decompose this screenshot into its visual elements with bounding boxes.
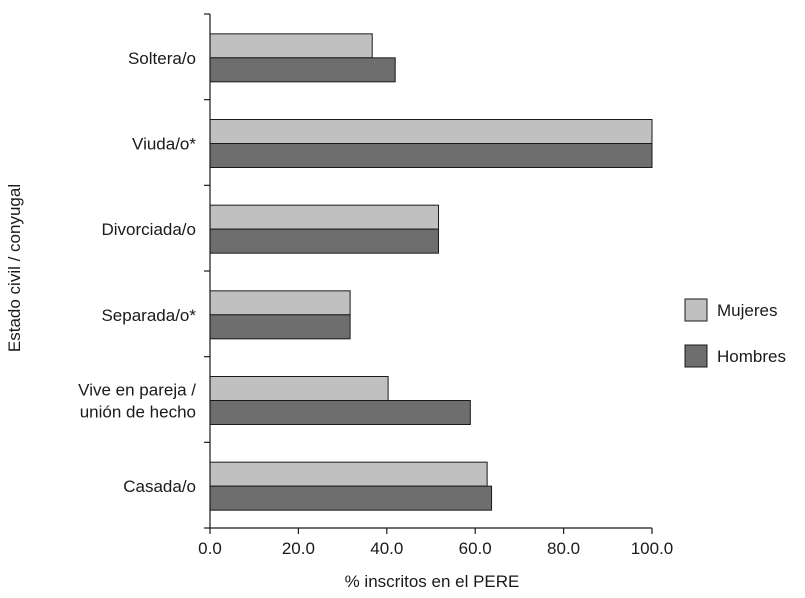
bar-mujeres-5: [209, 461, 488, 487]
labels-layer: Soltera/o Viuda/o* Divorciada/o Separada/o*…: [78, 49, 196, 496]
x-tick-label-3: 60.0: [459, 539, 492, 558]
legend: Mujeres Hombres: [684, 298, 786, 368]
legend-swatch-hombres: [684, 344, 708, 368]
bars-layer: [209, 33, 653, 511]
x-tick-label-4: 80.0: [547, 539, 580, 558]
x-tick-label-1: 20.0: [282, 539, 315, 558]
x-tick-label-2: 40.0: [370, 539, 403, 558]
category-label-3: Separada/o*: [101, 306, 196, 325]
x-tick-label-0: 0.0: [198, 539, 222, 558]
bar-mujeres-1: [209, 119, 653, 144]
legend-label-mujeres: Mujeres: [717, 301, 777, 320]
category-label-4-line-1: unión de hecho: [80, 403, 196, 422]
legend-swatch-mujeres: [684, 298, 708, 322]
legend-label-hombres: Hombres: [717, 347, 786, 366]
bar-hombres-5: [209, 485, 493, 511]
category-label-0: Soltera/o: [128, 49, 196, 68]
x-tick-label-5: 100.0: [631, 539, 674, 558]
bar-mujeres-0: [209, 33, 373, 59]
bar-mujeres-4: [209, 376, 389, 401]
bar-hombres-0: [209, 57, 396, 83]
bar-hombres-4: [209, 400, 471, 425]
bar-hombres-1: [209, 143, 653, 168]
category-label-4-line-0: Vive en pareja /: [78, 381, 196, 400]
category-label-2: Divorciada/o: [102, 220, 197, 239]
category-label-1: Viuda/o*: [132, 135, 196, 154]
y-axis-title: Estado civil / conyugal: [5, 184, 24, 352]
axes-layer: 0.0 20.0 40.0 60.0 80.0 100.0: [198, 13, 674, 558]
x-axis-title: % inscritos en el PERE: [345, 572, 520, 591]
bar-mujeres-2: [209, 204, 440, 230]
bar-hombres-2: [209, 228, 440, 254]
bar-mujeres-3: [209, 290, 351, 316]
category-label-5: Casada/o: [123, 477, 196, 496]
bar-hombres-3: [209, 314, 351, 340]
